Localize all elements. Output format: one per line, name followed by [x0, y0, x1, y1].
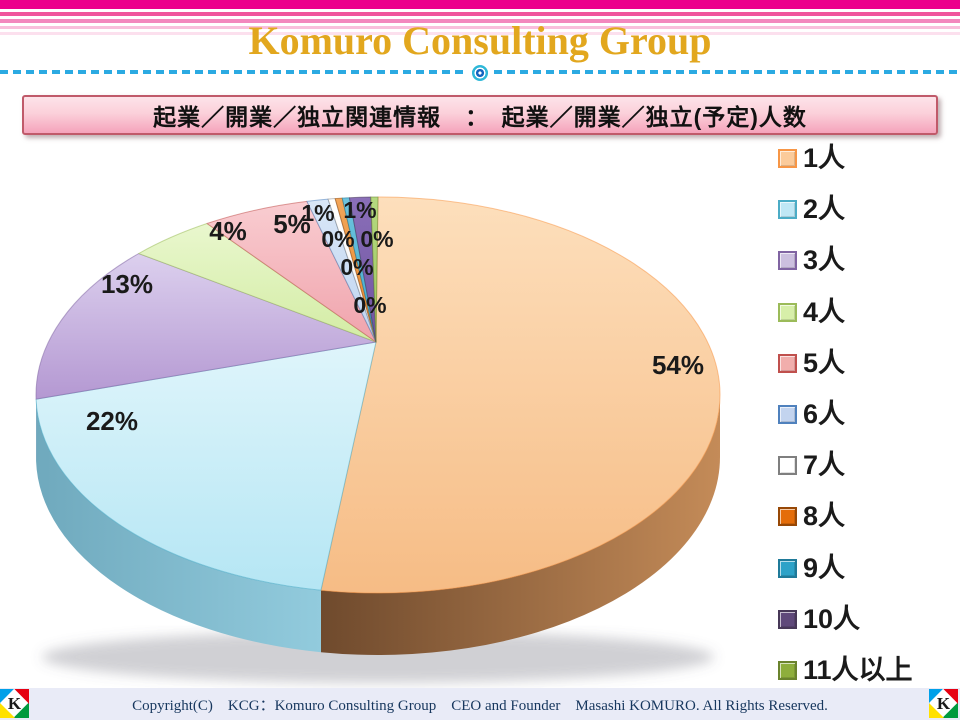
legend-item-8人: 8人 — [778, 491, 958, 542]
legend-label: 8人 — [803, 501, 846, 532]
legend-label: 11人以上 — [803, 654, 913, 685]
legend-item-3人: 3人 — [778, 235, 958, 286]
bullseye-icon — [472, 65, 488, 81]
legend-marker-icon — [778, 302, 797, 322]
pie-label-7人: 0% — [321, 226, 354, 252]
kcg-logo-left: K — [0, 689, 29, 718]
pie-label-1人: 54% — [652, 350, 704, 380]
legend-item-5人: 5人 — [778, 338, 958, 389]
pie-label-4人: 4% — [209, 216, 247, 246]
pie-label-2人: 22% — [86, 406, 138, 436]
legend-item-6人: 6人 — [778, 389, 958, 440]
legend-label: 3人 — [803, 245, 846, 276]
legend-marker-icon — [778, 558, 797, 578]
top-stripes-decoration — [0, 0, 960, 36]
section-banner: 起業／開業／独立関連情報 ： 起業／開業／独立(予定)人数 — [22, 95, 938, 135]
legend-label: 5人 — [803, 347, 846, 378]
legend-label: 7人 — [803, 450, 846, 481]
legend-label: 6人 — [803, 399, 846, 430]
pie-shadow — [42, 631, 714, 683]
legend-item-2人: 2人 — [778, 184, 958, 235]
legend-item-10人: 10人 — [778, 594, 958, 645]
legend-item-9人: 9人 — [778, 543, 958, 594]
pie-label-11人以上: 0% — [353, 292, 386, 318]
copyright-text: Copyright(C) KCG：Komuro Consulting Group… — [132, 697, 828, 714]
pie-slice-3人 — [35, 253, 377, 400]
pie-label-8人: 0% — [360, 226, 393, 252]
legend-item-4人: 4人 — [778, 287, 958, 338]
chart-legend: 1人 2人 3人 4人 5人 6人 7人 8人 9人 10人 11人以上 — [778, 133, 958, 696]
legend-label: 4人 — [803, 296, 846, 327]
legend-item-1人: 1人 — [778, 133, 958, 184]
kcg-logo-right: K — [929, 689, 958, 718]
logo-letter: K — [936, 694, 951, 713]
logo-letter: K — [7, 694, 22, 713]
section-banner-text: 起業／開業／独立関連情報 ： 起業／開業／独立(予定)人数 — [153, 104, 807, 130]
legend-marker-icon — [778, 353, 797, 373]
pie-slice-side-2人 — [36, 399, 321, 653]
legend-marker-icon — [778, 456, 797, 476]
pie-label-10人: 1% — [343, 197, 376, 223]
legend-marker-icon — [778, 507, 797, 527]
legend-label: 9人 — [803, 552, 846, 583]
pie-slice-1人 — [320, 196, 721, 594]
legend-label: 10人 — [803, 603, 861, 634]
pie-label-9人: 0% — [340, 254, 373, 280]
pie-slice-2人 — [35, 341, 377, 591]
legend-marker-icon — [778, 200, 797, 220]
legend-item-11人以上: 11人以上 — [778, 645, 958, 696]
pie-label-5人: 5% — [273, 209, 311, 239]
legend-marker-icon — [778, 609, 797, 629]
legend-item-7人: 7人 — [778, 440, 958, 491]
pie-label-6人: 1% — [301, 200, 334, 226]
footer: K Copyright(C) KCG：Komuro Consulting Gro… — [0, 688, 960, 720]
legend-marker-icon — [778, 251, 797, 271]
legend-marker-icon — [778, 149, 797, 169]
legend-label: 1人 — [803, 143, 846, 174]
pie-slice-side-1人 — [320, 395, 720, 655]
legend-marker-icon — [778, 660, 797, 680]
legend-marker-icon — [778, 405, 797, 425]
page-title: Komuro Consulting Group — [248, 18, 712, 63]
legend-label: 2人 — [803, 194, 846, 225]
pie-label-3人: 13% — [101, 269, 153, 299]
pie-chart: 54%22%13%4% 5%1%0% 0%0%1%0% — [35, 196, 721, 683]
pie-slice-11人以上 — [370, 196, 379, 343]
